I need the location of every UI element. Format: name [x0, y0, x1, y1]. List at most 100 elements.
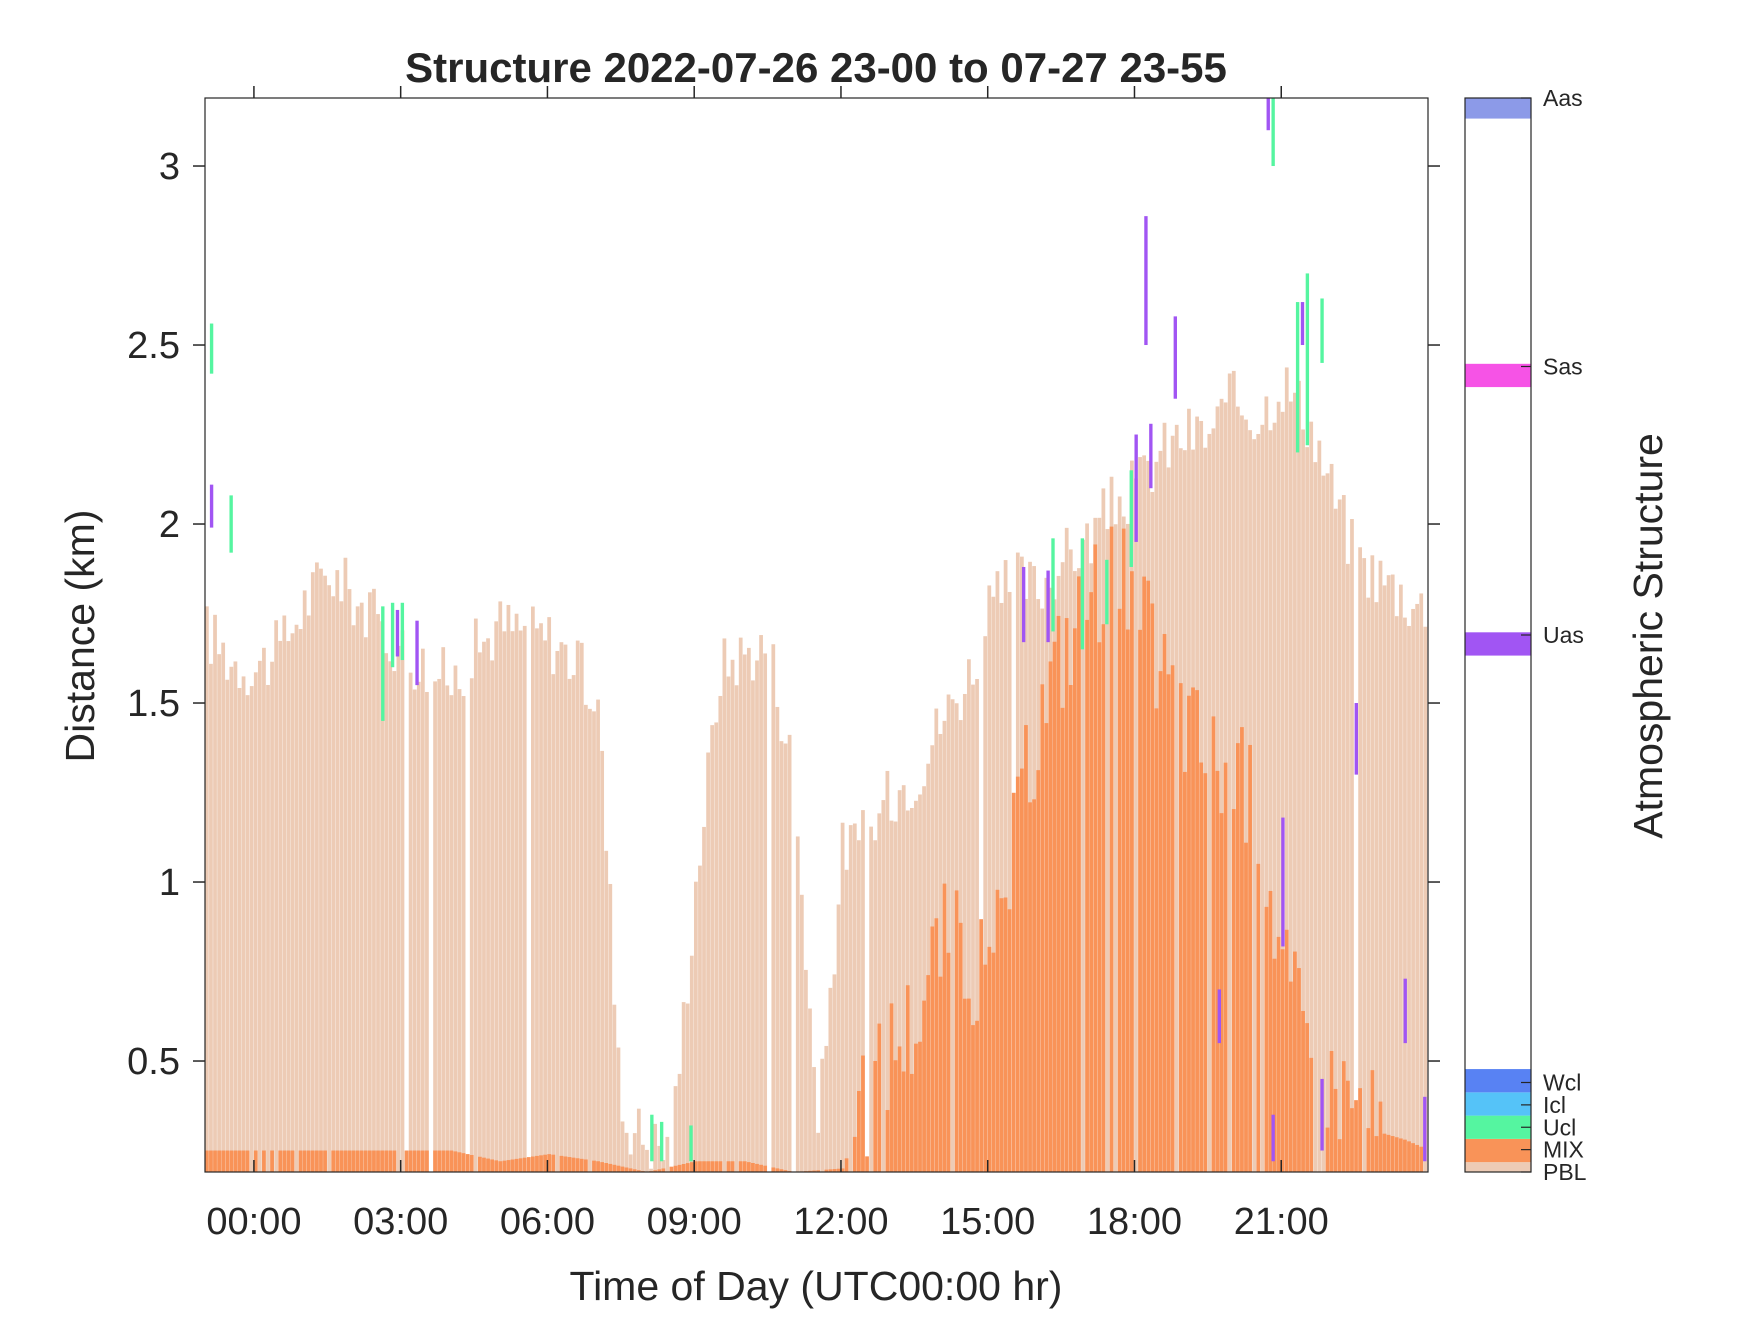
mix-column — [323, 1151, 327, 1172]
pbl-column — [743, 654, 747, 1172]
pbl-column — [376, 614, 380, 1172]
uas-segment — [1281, 818, 1284, 947]
mix-column — [1049, 661, 1053, 1172]
pbl-column — [751, 680, 755, 1172]
ucl-segment — [689, 1125, 692, 1161]
pbl-column — [1334, 509, 1338, 1172]
mix-column — [1195, 690, 1199, 1172]
mix-column — [384, 1151, 388, 1172]
pbl-column — [258, 661, 262, 1172]
colorbar-swatch-icl — [1465, 1092, 1531, 1115]
mix-column — [600, 1162, 604, 1172]
uas-segment — [1144, 216, 1147, 345]
pbl-column — [1395, 616, 1399, 1172]
pbl-column — [462, 696, 466, 1172]
mix-column — [299, 1151, 303, 1172]
pbl-column — [849, 825, 853, 1172]
mix-column — [519, 1158, 523, 1172]
pbl-column — [339, 601, 343, 1172]
mix-column — [991, 953, 995, 1172]
pbl-column — [531, 607, 535, 1172]
mix-column — [278, 1151, 282, 1172]
pbl-column — [771, 644, 775, 1172]
x-tick-label: 06:00 — [500, 1201, 595, 1243]
pbl-column — [229, 667, 233, 1172]
mix-column — [372, 1151, 376, 1172]
pbl-column — [225, 680, 229, 1172]
pbl-column — [1399, 585, 1403, 1172]
mix-column — [1032, 799, 1036, 1172]
mix-column — [731, 1161, 735, 1172]
colorbar-swatch-mix — [1465, 1139, 1531, 1162]
pbl-column — [486, 638, 490, 1172]
pbl-column — [853, 823, 857, 1172]
ucl-segment — [1130, 470, 1133, 567]
mix-column — [1387, 1135, 1391, 1172]
uas-segment — [396, 610, 399, 657]
pbl-column — [1322, 476, 1326, 1172]
pbl-column — [637, 1109, 641, 1172]
mix-column — [706, 1161, 710, 1172]
mix-column — [1411, 1143, 1415, 1172]
mix-column — [282, 1151, 286, 1172]
mix-column — [1379, 1102, 1383, 1172]
mix-column — [303, 1151, 307, 1172]
ucl-segment — [1296, 302, 1299, 452]
x-tick-label: 18:00 — [1087, 1201, 1182, 1243]
mix-column — [1407, 1141, 1411, 1172]
pbl-column — [625, 1133, 629, 1172]
pbl-column — [706, 753, 710, 1172]
pbl-column — [482, 642, 486, 1172]
chart-title: Structure 2022-07-26 23-00 to 07-27 23-5… — [405, 44, 1227, 91]
pbl-column — [433, 681, 437, 1172]
ucl-segment — [660, 1122, 663, 1161]
mix-column — [572, 1158, 576, 1172]
mix-column — [1036, 770, 1040, 1172]
pbl-column — [515, 614, 519, 1172]
pbl-column — [710, 725, 714, 1172]
pbl-column — [352, 625, 356, 1172]
mix-column — [568, 1157, 572, 1172]
pbl-column — [694, 882, 698, 1172]
mix-column — [686, 1163, 690, 1172]
mix-column — [523, 1158, 527, 1172]
mix-column — [287, 1151, 291, 1172]
mix-column — [714, 1161, 718, 1172]
pbl-column — [454, 666, 458, 1172]
mix-column — [535, 1156, 539, 1172]
pbl-column — [474, 619, 478, 1172]
mix-column — [1110, 527, 1114, 1172]
pbl-column — [747, 648, 751, 1172]
mix-column — [621, 1167, 625, 1172]
mix-column — [1293, 952, 1297, 1172]
pbl-column — [445, 685, 449, 1172]
pbl-column — [519, 631, 523, 1172]
mix-column — [747, 1162, 751, 1172]
mix-column — [1236, 743, 1240, 1172]
pbl-column — [1313, 462, 1317, 1172]
pbl-column — [678, 1074, 682, 1172]
mix-column — [217, 1151, 221, 1172]
pbl-column — [608, 884, 612, 1172]
pbl-column — [1407, 626, 1411, 1172]
mix-column — [967, 999, 971, 1172]
mix-column — [1366, 1128, 1370, 1172]
mix-column — [331, 1151, 335, 1172]
mix-column — [857, 1091, 861, 1172]
mix-column — [1199, 763, 1203, 1172]
pbl-column — [568, 679, 572, 1172]
mix-column — [1146, 581, 1150, 1172]
mix-column — [543, 1155, 547, 1172]
colorbar-swatch-sas — [1465, 364, 1531, 387]
uas-segment — [1271, 1115, 1274, 1162]
mix-column — [380, 1151, 384, 1172]
mix-column — [1370, 1070, 1374, 1172]
pbl-column — [478, 652, 482, 1172]
pbl-column — [1403, 618, 1407, 1172]
mix-column — [392, 1151, 396, 1172]
uas-segment — [1267, 98, 1270, 130]
mix-column — [388, 1151, 392, 1172]
pbl-column — [555, 651, 559, 1172]
